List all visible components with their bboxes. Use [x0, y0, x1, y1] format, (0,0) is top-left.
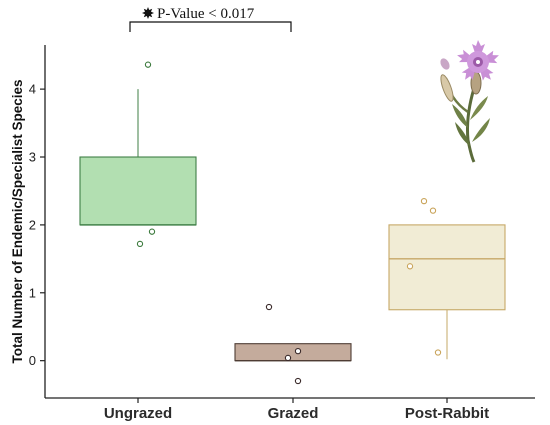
- data-point: [265, 303, 273, 311]
- bracket-line: [129, 21, 292, 32]
- data-points: [136, 61, 442, 385]
- data-point: [434, 349, 442, 356]
- data-point: [294, 348, 302, 355]
- x-tick-label: Post-Rabbit: [405, 405, 489, 422]
- flower-illustration: [440, 40, 499, 163]
- significance-label: P-Value < 0.017: [157, 6, 255, 22]
- y-tick-label: 2: [29, 217, 36, 232]
- data-point: [406, 263, 414, 270]
- box-rect: [234, 343, 352, 362]
- box-grazed: [234, 343, 352, 362]
- data-point: [148, 228, 156, 235]
- data-point: [429, 207, 437, 214]
- axes: 0 1 2 3 4 Ungrazed Grazed Post-Rabbit Total Numb…: [10, 45, 535, 422]
- data-point: [294, 377, 302, 385]
- data-point: [420, 197, 428, 205]
- y-tick-label: 0: [29, 353, 36, 368]
- data-point: [284, 354, 292, 362]
- box-ungrazed: [79, 89, 197, 226]
- data-point: [136, 240, 144, 248]
- data-point: [144, 61, 152, 68]
- box-post-rabbit: [388, 224, 506, 360]
- significance-bracket: P-Value < 0.017: [129, 6, 292, 32]
- significance-star-icon: [142, 7, 154, 19]
- y-axis-title: Total Number of Endemic/Specialist Speci…: [10, 79, 25, 363]
- x-tick-label: Ungrazed: [104, 405, 172, 422]
- boxes: [79, 89, 506, 362]
- box-rect: [388, 224, 506, 311]
- y-tick-label: 3: [29, 150, 36, 165]
- x-tick-label: Grazed: [268, 405, 319, 422]
- y-tick-label: 4: [29, 82, 36, 97]
- box-rect: [79, 156, 197, 226]
- y-tick-label: 1: [29, 285, 36, 300]
